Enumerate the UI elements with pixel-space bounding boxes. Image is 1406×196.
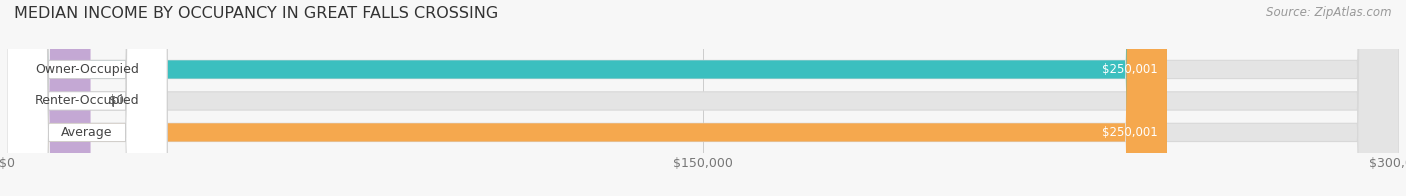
Text: $250,001: $250,001 [1102, 126, 1157, 139]
FancyBboxPatch shape [7, 0, 1167, 196]
Text: Renter-Occupied: Renter-Occupied [35, 94, 139, 107]
FancyBboxPatch shape [7, 0, 167, 196]
FancyBboxPatch shape [7, 0, 1167, 196]
Text: Owner-Occupied: Owner-Occupied [35, 63, 139, 76]
FancyBboxPatch shape [7, 0, 167, 196]
Text: $0: $0 [110, 94, 124, 107]
FancyBboxPatch shape [7, 0, 1399, 196]
FancyBboxPatch shape [7, 0, 167, 196]
FancyBboxPatch shape [7, 0, 90, 196]
FancyBboxPatch shape [7, 0, 1399, 196]
Text: Source: ZipAtlas.com: Source: ZipAtlas.com [1267, 6, 1392, 19]
Text: MEDIAN INCOME BY OCCUPANCY IN GREAT FALLS CROSSING: MEDIAN INCOME BY OCCUPANCY IN GREAT FALL… [14, 6, 498, 21]
FancyBboxPatch shape [7, 0, 1399, 196]
Text: Average: Average [62, 126, 112, 139]
Text: $250,001: $250,001 [1102, 63, 1157, 76]
